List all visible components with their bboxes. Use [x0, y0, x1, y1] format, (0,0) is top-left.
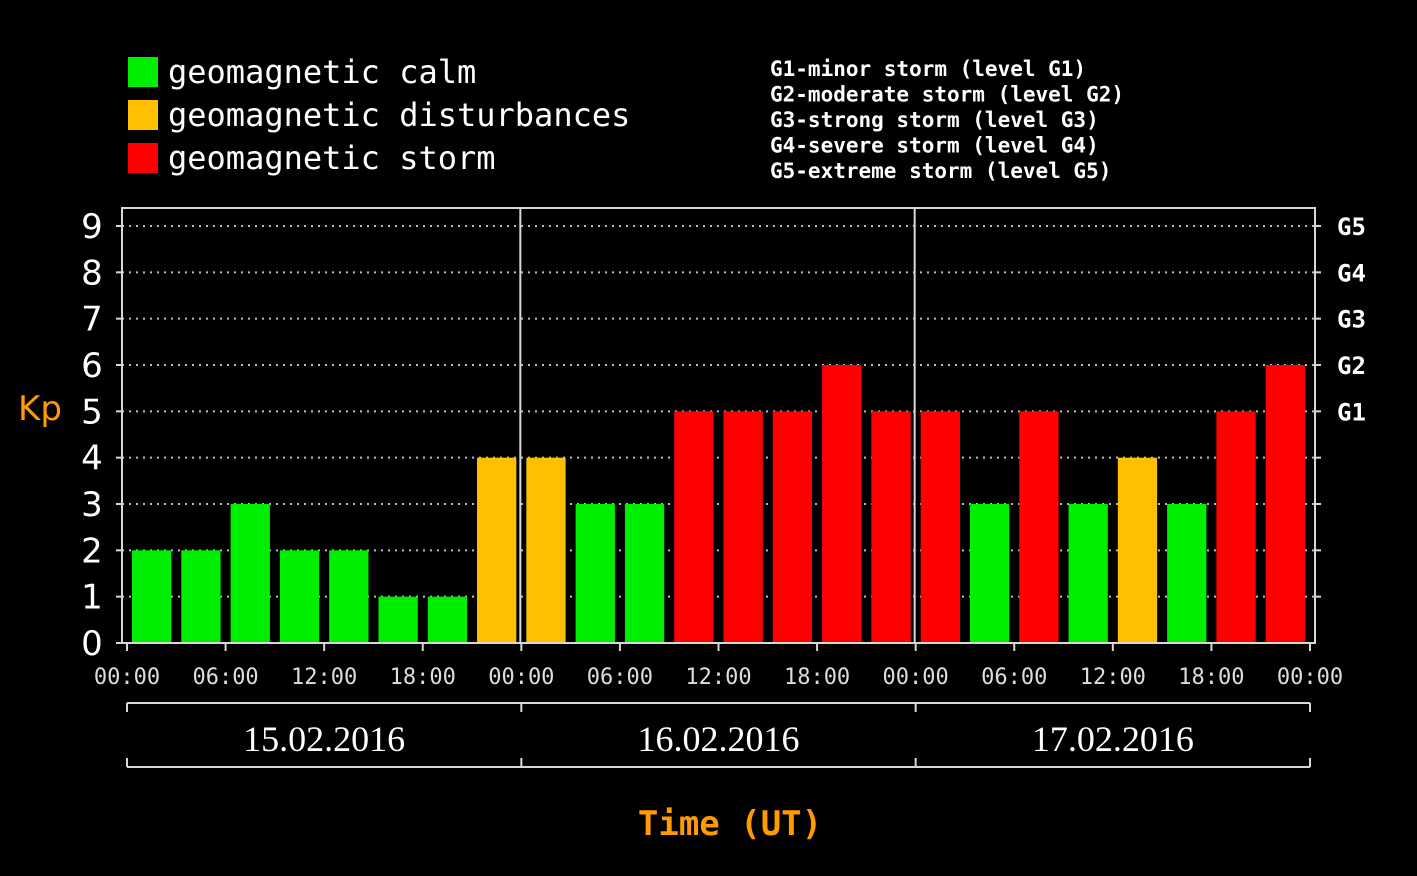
bar-6	[427, 596, 468, 643]
g-level-label-G3: G3	[1337, 306, 1366, 334]
bar-9	[575, 504, 615, 643]
day-labels: 15.02.2016 16.02.2016 17.02.2016	[126, 702, 1311, 768]
y-tick-label-4: 4	[81, 439, 103, 479]
legend-label-calm: geomagnetic calm	[168, 53, 476, 91]
grid	[122, 225, 1315, 598]
storm-level-3: G3-strong storm (level G3)	[770, 108, 1099, 132]
bar-7	[477, 457, 517, 643]
legend: geomagnetic calm geomagnetic disturbances…	[128, 53, 630, 177]
bar-22	[1216, 411, 1256, 643]
y-axis: 0 1 2 3 4 5 6 7 8 9	[81, 207, 122, 664]
x-axis: 00:00 06:00 12:00 18:00 00:00 06:00 12:00 18:00…	[94, 643, 1343, 690]
bar-15	[871, 411, 911, 643]
x-tick-label-7: 18:00	[784, 665, 850, 690]
y-tick-label-0: 0	[81, 624, 103, 664]
bar-10	[624, 504, 665, 643]
legend-swatch-calm	[128, 57, 158, 87]
y-tick-label-6: 6	[81, 346, 103, 386]
storm-level-5: G5-extreme storm (level G5)	[770, 159, 1111, 183]
bar-23	[1265, 365, 1305, 643]
y-tick-label-9: 9	[81, 207, 103, 247]
x-tick-label-4: 00:00	[488, 665, 554, 690]
x-tick-label-0: 00:00	[94, 665, 160, 690]
bar-16	[920, 411, 960, 643]
g-level-label-G5: G5	[1337, 213, 1366, 241]
y-tick-label-7: 7	[81, 300, 103, 340]
bar-5	[378, 596, 418, 643]
x-tick-label-2: 12:00	[291, 665, 357, 690]
storm-level-4: G4-severe storm (level G4)	[770, 134, 1099, 158]
day-label-0: 15.02.2016	[243, 719, 405, 759]
legend-swatch-disturbance	[128, 100, 158, 130]
g-level-axis: G1 G2 G3 G4 G5	[1315, 213, 1366, 598]
bar-1	[181, 550, 221, 643]
bar-8	[526, 457, 566, 643]
x-tick-label-11: 18:00	[1178, 665, 1244, 690]
x-tick-label-9: 06:00	[981, 665, 1047, 690]
day-label-2: 17.02.2016	[1032, 719, 1194, 759]
day-label-1: 16.02.2016	[638, 719, 800, 759]
bar-11	[674, 411, 714, 643]
y-tick-label-8: 8	[81, 253, 103, 293]
y-axis-title: Kp	[18, 389, 62, 429]
y-tick-label-3: 3	[81, 485, 103, 525]
y-tick-label-5: 5	[81, 392, 103, 432]
bar-13	[772, 411, 813, 643]
x-tick-label-8: 00:00	[883, 665, 949, 690]
bars	[132, 365, 1305, 643]
bar-12	[723, 411, 763, 643]
g-level-label-G1: G1	[1337, 398, 1366, 426]
storm-level-1: G1-minor storm (level G1)	[770, 57, 1086, 81]
x-tick-label-6: 12:00	[685, 665, 751, 690]
y-tick-label-1: 1	[81, 578, 103, 618]
bar-2	[230, 504, 270, 643]
x-axis-title: Time (UT)	[638, 804, 822, 844]
g-level-label-G4: G4	[1337, 259, 1366, 287]
bar-4	[329, 550, 369, 643]
bar-21	[1167, 504, 1207, 643]
legend-label-disturbance: geomagnetic disturbances	[168, 96, 630, 134]
x-tick-label-5: 06:00	[587, 665, 653, 690]
bar-3	[279, 550, 320, 643]
x-tick-label-12: 00:00	[1277, 665, 1343, 690]
y-tick-label-2: 2	[81, 531, 103, 571]
storm-level-legend: G1-minor storm (level G1)G2-moderate sto…	[770, 57, 1124, 183]
legend-swatch-storm	[128, 143, 158, 173]
legend-label-storm: geomagnetic storm	[168, 139, 496, 177]
bar-17	[969, 504, 1010, 643]
bar-0	[132, 550, 172, 643]
g-level-label-G2: G2	[1337, 352, 1366, 380]
bar-14	[822, 365, 862, 643]
x-tick-label-1: 06:00	[192, 665, 258, 690]
bar-18	[1019, 411, 1059, 643]
bar-20	[1117, 457, 1158, 643]
bar-19	[1068, 504, 1108, 643]
x-tick-label-10: 12:00	[1080, 665, 1146, 690]
x-tick-label-3: 18:00	[390, 665, 456, 690]
storm-level-2: G2-moderate storm (level G2)	[770, 83, 1124, 107]
